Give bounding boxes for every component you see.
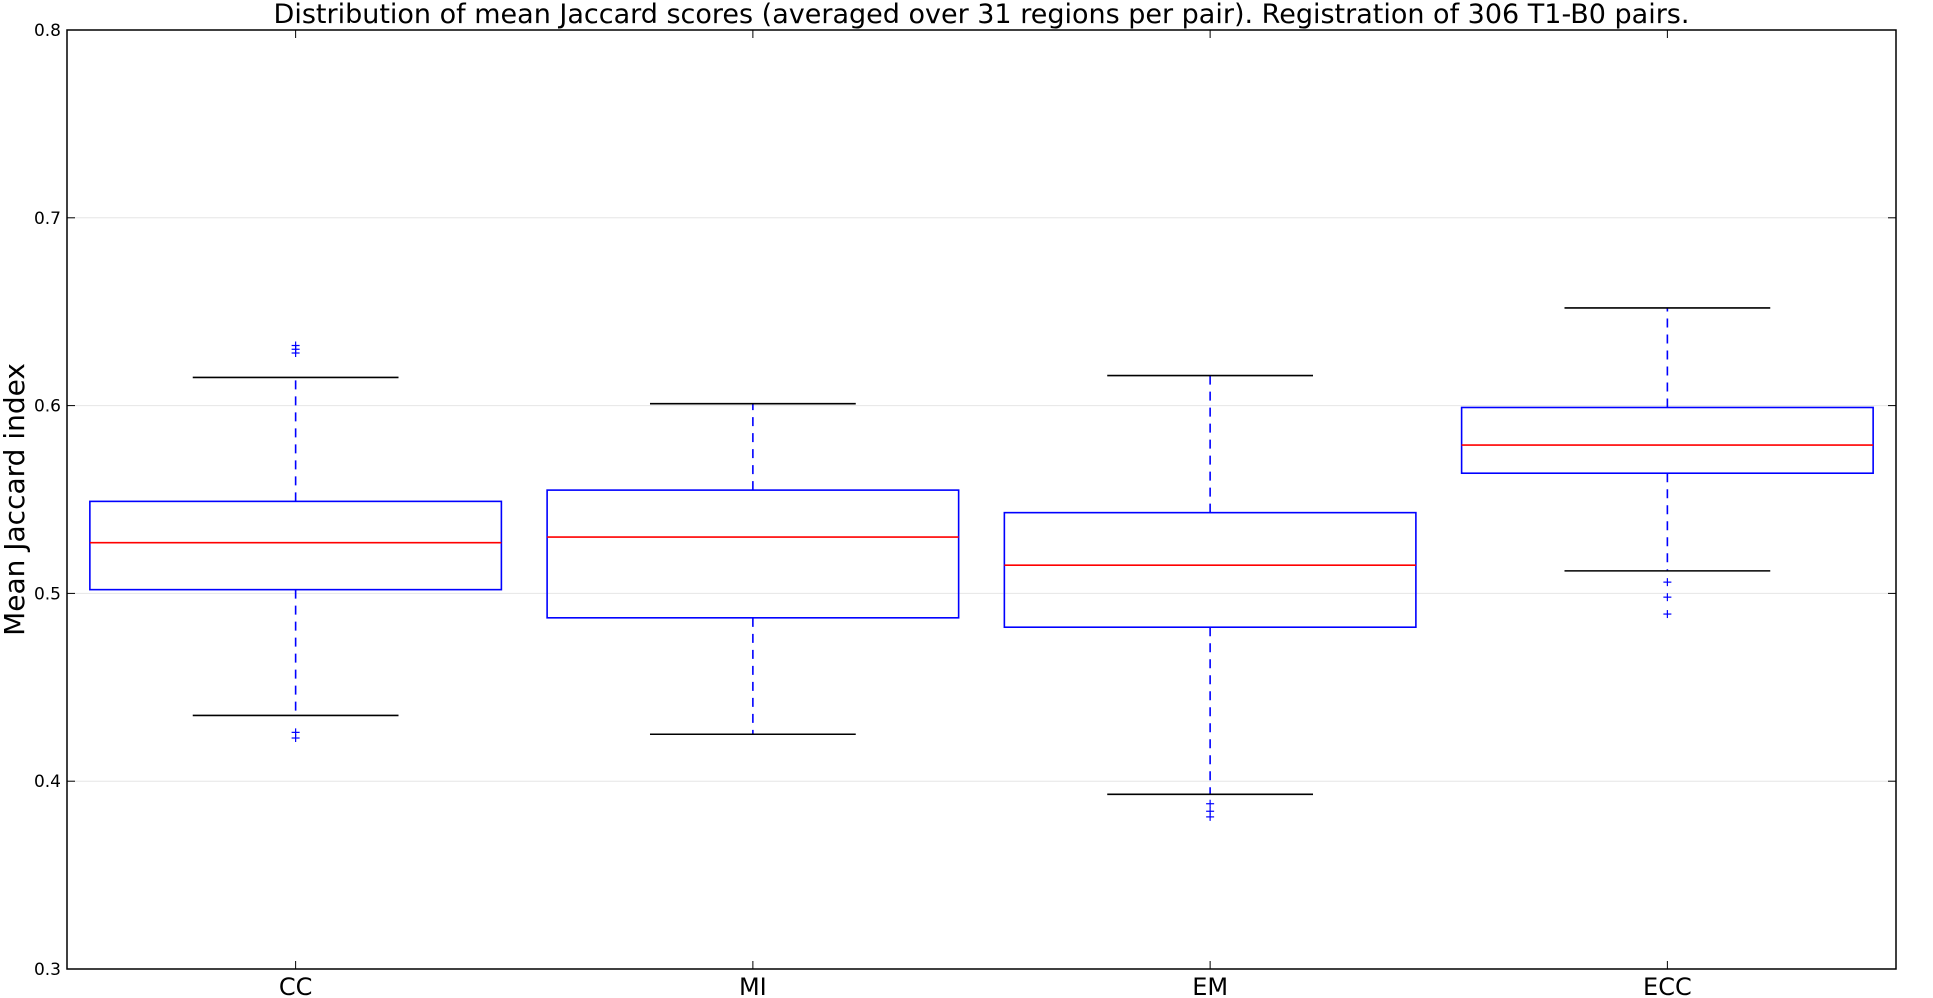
y-tick-label: 0.7	[34, 209, 61, 229]
y-tick-label: 0.6	[34, 397, 61, 417]
y-tick-label: 0.3	[34, 960, 61, 980]
box-group-mi	[546, 402, 960, 736]
x-tick-label: CC	[279, 973, 313, 998]
box-group-ecc	[1460, 307, 1874, 619]
boxes	[89, 307, 1874, 821]
y-tick-label: 0.5	[34, 584, 61, 604]
outlier-point	[1663, 578, 1672, 587]
iqr-box	[546, 489, 960, 619]
ticks: 0.3 0.4 0.5 0.6 0.7 0.8 CC MI EM ECC	[34, 21, 1896, 998]
y-axis-label: Mean Jaccard index	[0, 363, 31, 636]
y-tick-label: 0.8	[34, 21, 61, 41]
outlier-point	[1206, 799, 1215, 808]
x-tick-label: ECC	[1643, 973, 1692, 998]
iqr-box	[89, 500, 503, 591]
gridlines	[67, 217, 1896, 782]
outlier-point	[1663, 610, 1672, 619]
chart-title: Distribution of mean Jaccard scores (ave…	[274, 0, 1690, 30]
box-group-em	[1003, 374, 1417, 821]
iqr-box	[1003, 511, 1417, 629]
plot-frame	[66, 29, 1897, 970]
outlier-point	[291, 341, 300, 350]
x-tick-label: MI	[739, 973, 767, 998]
y-tick-label: 0.4	[34, 772, 61, 792]
box-group-cc	[89, 341, 503, 743]
outlier-point	[1663, 593, 1672, 602]
outlier-point	[291, 728, 300, 737]
x-tick-label: EM	[1192, 973, 1228, 998]
outlier-point	[1206, 807, 1215, 816]
iqr-box	[1460, 406, 1874, 475]
